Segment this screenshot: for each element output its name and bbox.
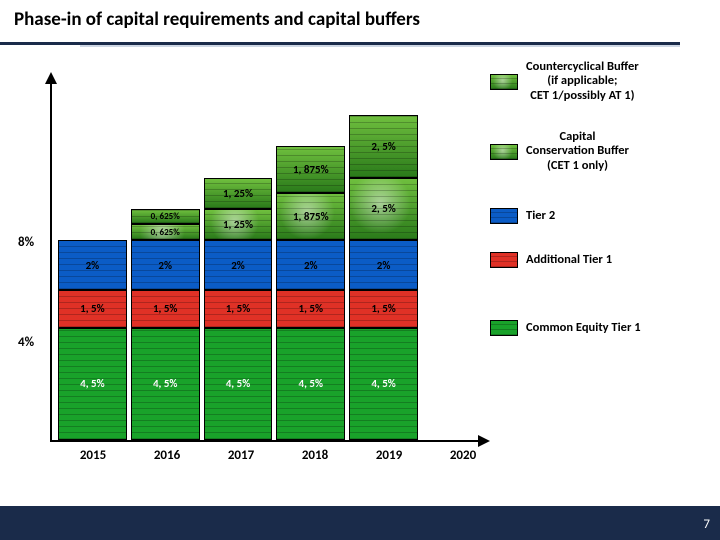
arrow-right-icon <box>478 435 490 447</box>
stacked-bar-chart: 2%1, 5%4, 5%0, 625%0, 625%2%1, 5%4, 5%1,… <box>50 60 680 460</box>
bar-column: 2, 5%2, 5%2%1, 5%4, 5% <box>349 115 418 440</box>
segment-ccb: 1, 25% <box>204 209 273 240</box>
x-label: 2017 <box>206 448 276 463</box>
x-label: 2018 <box>280 448 350 463</box>
legend-swatch-ccb <box>490 144 518 160</box>
arrow-up-icon <box>45 72 57 84</box>
segment-at1: 1, 5% <box>349 290 418 328</box>
bar-column: 1, 25%1, 25%2%1, 5%4, 5% <box>204 178 273 441</box>
bar-columns: 2%1, 5%4, 5%0, 625%0, 625%2%1, 5%4, 5%1,… <box>58 90 418 440</box>
segment-ccyb: 0, 625% <box>131 209 200 225</box>
legend-item: Tier 2 <box>490 208 700 228</box>
segment-cet1: 4, 5% <box>349 328 418 441</box>
legend-swatch-ccyb <box>490 74 518 90</box>
segment-at1: 1, 5% <box>58 290 127 328</box>
legend-label: CapitalConservation Buffer(CET 1 only) <box>526 130 629 173</box>
page-title: Phase-in of capital requirements and cap… <box>14 8 420 31</box>
footer-bar: 7 <box>0 506 720 540</box>
legend-item: Common Equity Tier 1 <box>490 320 700 340</box>
legend-label: Additional Tier 1 <box>526 253 612 267</box>
bar-column: 2%1, 5%4, 5% <box>58 240 127 440</box>
segment-cet1: 4, 5% <box>58 328 127 441</box>
segment-ccyb: 1, 25% <box>204 178 273 209</box>
segment-ccyb: 2, 5% <box>349 115 418 178</box>
legend-swatch-t2 <box>490 208 518 224</box>
x-label: 2016 <box>132 448 202 463</box>
segment-ccb: 1, 875% <box>276 193 345 240</box>
legend-item: Additional Tier 1 <box>490 252 700 272</box>
legend-item: CapitalConservation Buffer(CET 1 only) <box>490 130 700 177</box>
segment-cet1: 4, 5% <box>131 328 200 441</box>
bar-column: 1, 875%1, 875%2%1, 5%4, 5% <box>276 146 345 440</box>
segment-t2: 2% <box>276 240 345 290</box>
segment-t2: 2% <box>131 240 200 290</box>
segment-t2: 2% <box>204 240 273 290</box>
legend-swatch-cet1 <box>490 320 518 336</box>
x-label: 2015 <box>58 448 128 463</box>
legend-item: Countercyclical Buffer(if applicable;CET… <box>490 60 700 107</box>
legend-label: Tier 2 <box>526 209 555 223</box>
segment-ccyb: 1, 875% <box>276 146 345 193</box>
segment-ccb: 2, 5% <box>349 178 418 241</box>
segment-cet1: 4, 5% <box>204 328 273 441</box>
legend-label: Common Equity Tier 1 <box>526 321 641 335</box>
segment-at1: 1, 5% <box>131 290 200 328</box>
segment-ccb: 0, 625% <box>131 224 200 240</box>
bar-column: 0, 625%0, 625%2%1, 5%4, 5% <box>131 209 200 440</box>
x-label: 2019 <box>354 448 424 463</box>
segment-at1: 1, 5% <box>276 290 345 328</box>
page-number: 7 <box>703 517 710 532</box>
slide: Phase-in of capital requirements and cap… <box>0 0 720 540</box>
segment-t2: 2% <box>58 240 127 290</box>
y-tick-label: 4% <box>18 335 46 350</box>
x-axis <box>50 440 480 442</box>
segment-t2: 2% <box>349 240 418 290</box>
y-axis <box>50 82 52 442</box>
legend-label: Countercyclical Buffer(if applicable;CET… <box>526 60 639 103</box>
segment-at1: 1, 5% <box>204 290 273 328</box>
y-tick-label: 8% <box>18 235 46 250</box>
x-labels: 2015 2016 2017 2018 2019 2020 <box>58 448 498 463</box>
segment-cet1: 4, 5% <box>276 328 345 441</box>
title-rule-light <box>80 45 680 47</box>
x-label: 2020 <box>428 448 498 463</box>
legend-swatch-at1 <box>490 252 518 268</box>
